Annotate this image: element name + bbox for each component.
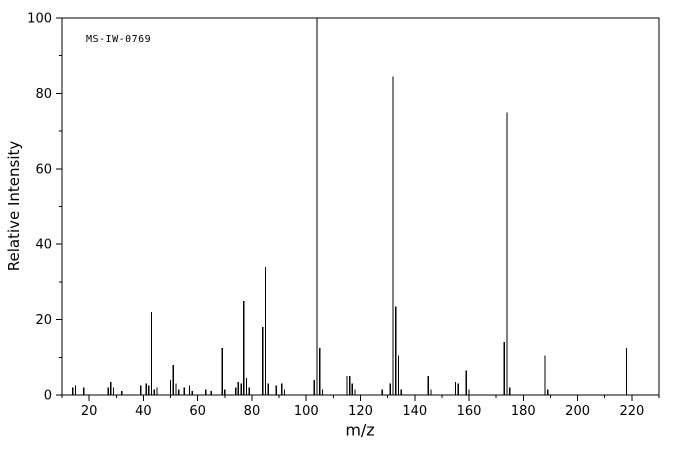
- x-tick-label: 140: [402, 404, 427, 419]
- x-tick-label: 120: [348, 404, 373, 419]
- x-tick-label: 220: [619, 404, 644, 419]
- x-tick-label: 80: [244, 404, 261, 419]
- y-tick-label: 80: [35, 87, 52, 102]
- x-tick-label: 100: [294, 404, 319, 419]
- x-tick-label: 20: [81, 404, 98, 419]
- y-tick-label: 100: [27, 12, 52, 27]
- y-tick-label: 0: [44, 389, 52, 404]
- x-tick-label: 160: [457, 404, 482, 419]
- x-axis-title: m/z: [345, 420, 375, 440]
- y-tick-label: 60: [35, 162, 52, 177]
- x-tick-label: 200: [565, 404, 590, 419]
- y-tick-label: 40: [35, 238, 52, 253]
- y-tick-label: 20: [35, 313, 52, 328]
- spectrum-id-label: MS-IW-0769: [86, 34, 152, 45]
- y-axis-title: Relative Intensity: [5, 140, 23, 272]
- x-tick-label: 40: [135, 404, 152, 419]
- x-tick-label: 180: [511, 404, 536, 419]
- x-tick-label: 60: [189, 404, 206, 419]
